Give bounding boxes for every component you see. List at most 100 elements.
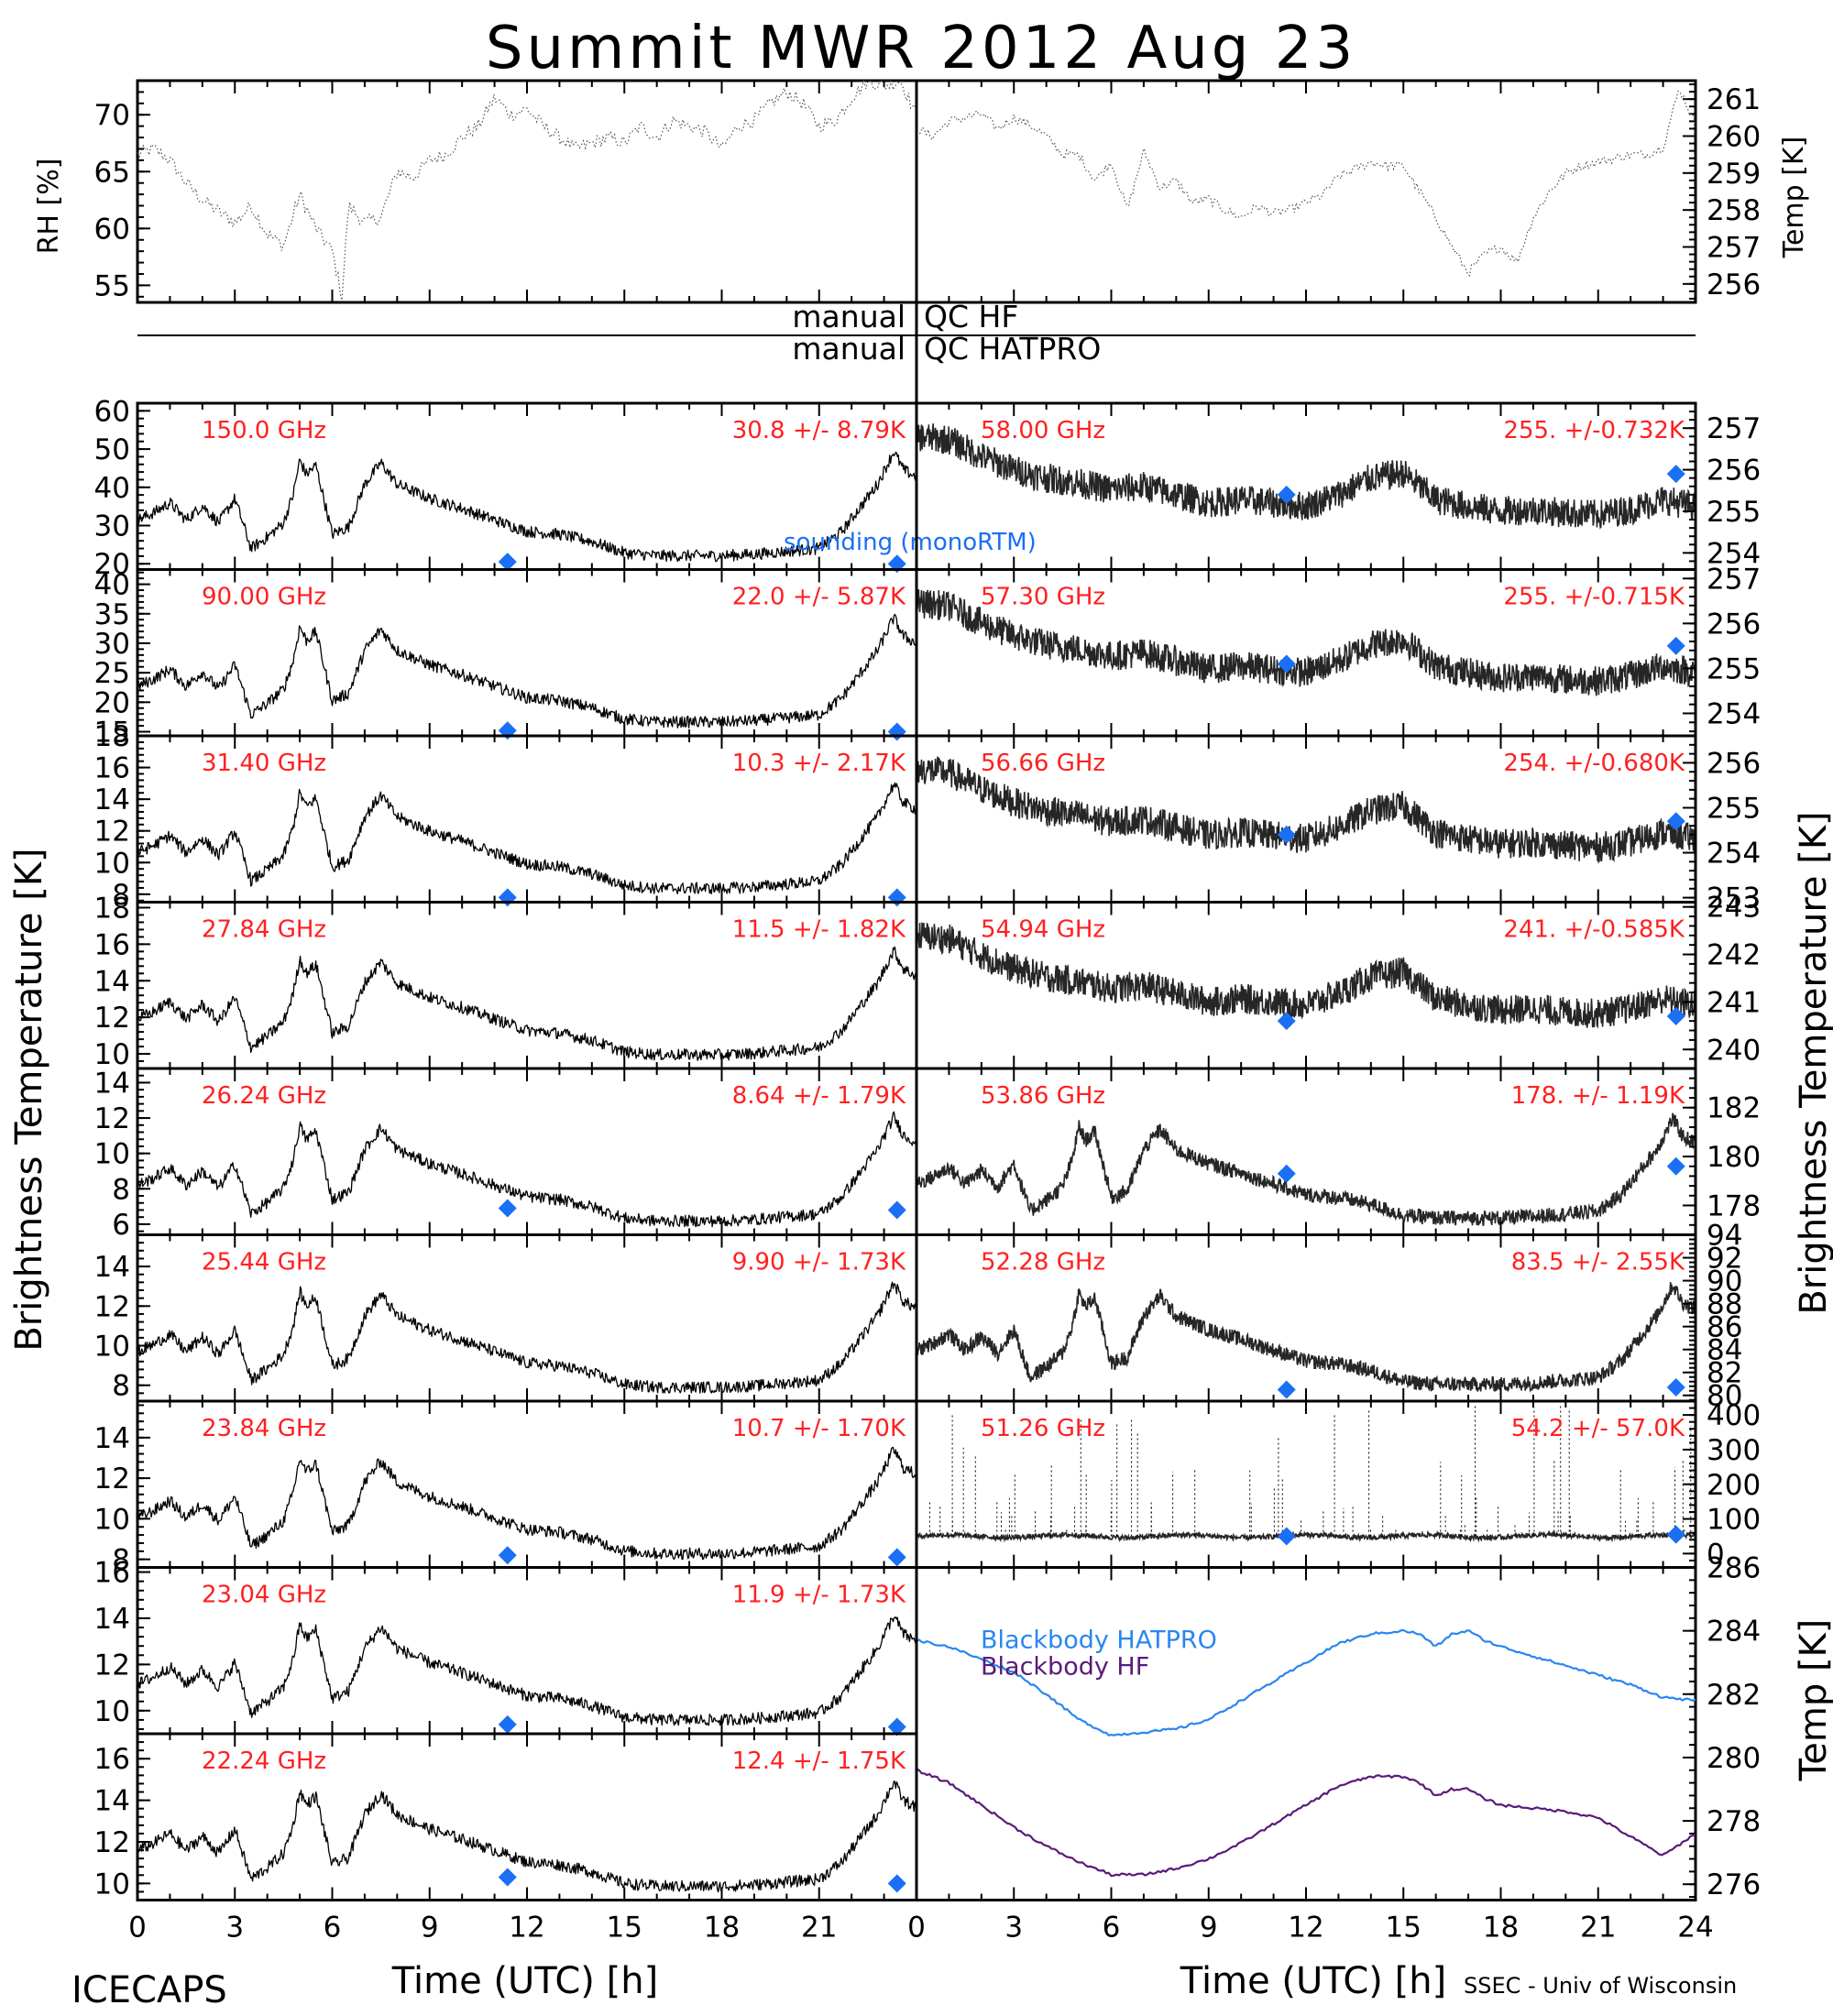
frequency-label: 31.40 GHz [202, 750, 326, 777]
x-tick-label-left: 15 [607, 1912, 642, 1945]
y-tick-label: 14 [94, 1422, 130, 1455]
sounding-marker [1666, 1156, 1685, 1176]
frequency-label: 51.26 GHz [981, 1415, 1105, 1442]
y-tick-label: 400 [1707, 1399, 1761, 1432]
qc-hatpro-left-label: manual [792, 331, 906, 367]
brightness-series [916, 1112, 1696, 1226]
y-tick-label: 15 [94, 716, 130, 749]
panel-hat_58.00: 254 255 256 257 58.00 GHz 255. +/-0.732K [915, 401, 1761, 571]
y-tick-label: 259 [1707, 158, 1761, 191]
blackbody-legend-1: Blackbody HF [981, 1653, 1149, 1682]
y-tick-label: 14 [94, 783, 130, 816]
y-tick-label: 92 [1707, 1243, 1742, 1276]
panel-hat_54.94: 240 241 242 243 54.94 GHz 241. +/-0.585K [915, 892, 1761, 1070]
left-brightness-axis-title: Brightness Temperature [K] [8, 848, 50, 1351]
sounding-marker [1277, 1527, 1296, 1546]
frequency-label: 54.94 GHz [981, 916, 1105, 944]
y-tick-label: 70 [94, 99, 130, 132]
sounding-marker [1666, 1006, 1685, 1025]
qc-hf-left-label: manual [792, 299, 906, 334]
stats-label: 11.9 +/- 1.73K [732, 1582, 906, 1609]
y-tick-label: 255 [1707, 496, 1761, 529]
y-tick-label: 16 [94, 1743, 130, 1776]
y-tick-label: 82 [1707, 1357, 1742, 1390]
spike-series [928, 1403, 1696, 1537]
sounding-marker [498, 1546, 517, 1565]
panel-hf_25.44: 8 10 12 14 25.44 GHz 9.90 +/- 1.73K [94, 1233, 918, 1403]
sounding-marker [1666, 1377, 1685, 1397]
y-tick-label: 12 [94, 1649, 130, 1682]
stats-label: 22.0 +/- 5.87K [732, 584, 906, 611]
frequency-label: 27.84 GHz [202, 916, 326, 944]
brightness-series [137, 1281, 917, 1394]
y-tick-label: 284 [1707, 1616, 1761, 1649]
frequency-label: 23.04 GHz [202, 1582, 326, 1609]
y-tick-label: 200 [1707, 1469, 1761, 1502]
x-tick-label-left: 6 [324, 1912, 342, 1945]
y-tick-label: 14 [94, 1785, 130, 1818]
y-tick-label: 14 [94, 1067, 130, 1100]
y-tick-label: 30 [94, 628, 130, 661]
x-tick-label-right: 18 [1483, 1912, 1519, 1945]
sounding-marker [1666, 1525, 1685, 1544]
blackbody-series-1 [916, 1768, 1696, 1878]
frequency-label: 26.24 GHz [202, 1082, 326, 1110]
frequency-label: 58.00 GHz [981, 417, 1105, 444]
y-tick-label: 0 [1707, 1538, 1725, 1571]
panel-hf_23.84: 8 10 12 14 23.84 GHz 10.7 +/- 1.70K [94, 1399, 918, 1577]
y-tick-label: 10 [94, 1868, 130, 1901]
y-tick-label: 8 [112, 879, 130, 912]
qc-hf-right-label: QC HF [924, 299, 1018, 334]
y-tick-label: 178 [1707, 1189, 1761, 1222]
y-tick-label: 10 [94, 1503, 130, 1536]
y-tick-label: 94 [1707, 1220, 1742, 1253]
y-tick-label: 20 [94, 686, 130, 719]
temp-top-axis-title: Temp [K] [1778, 137, 1810, 259]
sounding-marker [887, 722, 906, 741]
sounding-marker [887, 1548, 906, 1567]
y-tick-label: 20 [94, 548, 130, 581]
x-tick-label-right: 21 [1580, 1912, 1616, 1945]
sounding-marker [887, 888, 906, 907]
stats-label: 54.2 +/- 57.0K [1511, 1415, 1685, 1442]
frequency-label: 53.86 GHz [981, 1082, 1105, 1110]
x-tick-label-right: 12 [1288, 1912, 1323, 1945]
y-tick-label: 14 [94, 1603, 130, 1636]
temp-bb-axis-title: Temp [K] [1793, 1619, 1833, 1782]
panel-hf_23.04: 10 12 14 16 23.04 GHz 11.9 +/- 1.73K [94, 1557, 918, 1737]
panel-frame [915, 1566, 1697, 1901]
panel-hat_53.86: 178 180 182 53.86 GHz 178. +/- 1.19K [915, 1067, 1761, 1236]
y-tick-label: 65 [94, 156, 130, 189]
y-tick-label: 60 [94, 213, 130, 246]
stats-label: 255. +/-0.715K [1503, 584, 1685, 611]
sounding-marker [1277, 485, 1296, 504]
y-tick-label: 40 [94, 472, 130, 505]
sounding-marker [1277, 1012, 1296, 1031]
y-tick-label: 12 [94, 1826, 130, 1859]
sounding-marker [1277, 654, 1296, 674]
y-tick-label: 84 [1707, 1334, 1742, 1367]
y-tick-label: 240 [1707, 1034, 1761, 1067]
frequency-label: 90.00 GHz [202, 584, 326, 611]
frequency-label: 23.84 GHz [202, 1415, 326, 1442]
panel-frame [136, 79, 918, 304]
y-tick-label: 261 [1707, 83, 1761, 116]
rh-axis-title: RH [%] [33, 159, 65, 255]
stats-label: 8.64 +/- 1.79K [732, 1082, 906, 1110]
y-tick-label: 258 [1707, 194, 1761, 227]
y-tick-label: 278 [1707, 1805, 1761, 1838]
brightness-series [137, 946, 917, 1061]
panel-blackbody: 276 278 280 282 284 286 Blackbody HATPROBlackb… [915, 1552, 1761, 1901]
frequency-label: 57.30 GHz [981, 584, 1105, 611]
panel-hf_150: 20 30 40 50 60 150.0 GHz 30.8 +/- 8.79K soundin… [94, 395, 1037, 581]
footer-left: ICECAPS [71, 1969, 227, 2011]
right-brightness-axis-title: Brightness Temperature [K] [1793, 811, 1833, 1314]
rh-series [137, 78, 917, 301]
y-tick-label: 243 [1707, 892, 1761, 925]
x-tick-label-left: 9 [421, 1912, 439, 1945]
y-tick-label: 255 [1707, 792, 1761, 825]
y-tick-label: 256 [1707, 455, 1761, 488]
x-axis-title-right: Time (UTC) [h] [1180, 1960, 1446, 2002]
panel-hf_22.24: 10 12 14 16 22.24 GHz 12.4 +/- 1.75K [94, 1732, 918, 1901]
